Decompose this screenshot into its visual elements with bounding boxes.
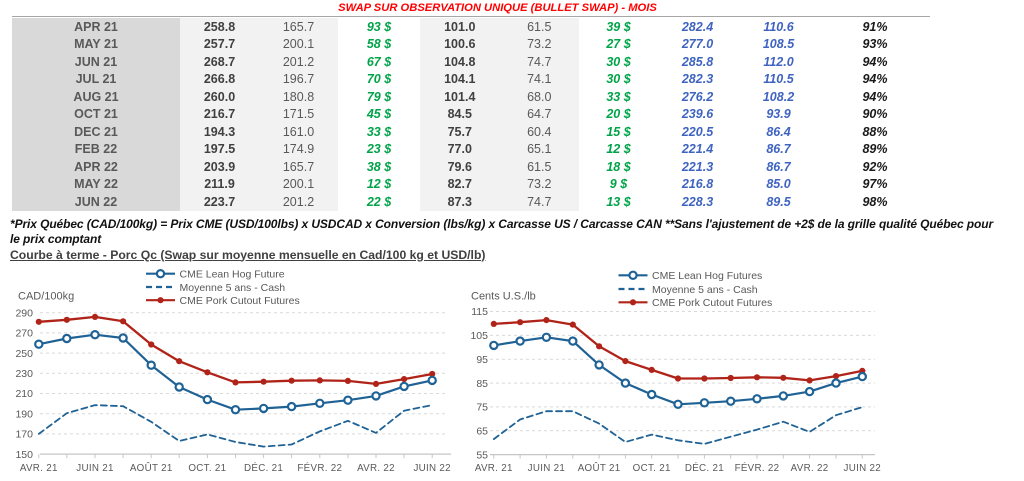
svg-text:CME Lean Hog Future: CME Lean Hog Future <box>180 269 285 281</box>
svg-text:75: 75 <box>476 402 488 414</box>
svg-text:270: 270 <box>15 328 33 340</box>
svg-text:DÉC. 21: DÉC. 21 <box>244 463 283 474</box>
svg-text:85: 85 <box>476 378 488 390</box>
svg-text:210: 210 <box>15 388 33 400</box>
svg-text:65: 65 <box>476 425 488 437</box>
svg-text:FÉVR. 22: FÉVR. 22 <box>297 463 342 474</box>
svg-text:JUIN 21: JUIN 21 <box>528 463 566 474</box>
svg-text:CME Pork Cutout Futures: CME Pork Cutout Futures <box>652 297 772 309</box>
svg-text:290: 290 <box>15 307 33 319</box>
svg-text:AOÛT 21: AOÛT 21 <box>130 463 173 474</box>
svg-text:250: 250 <box>15 348 33 360</box>
svg-text:55: 55 <box>476 449 488 461</box>
svg-text:150: 150 <box>15 449 33 461</box>
svg-text:Moyenne 5 ans - Cash: Moyenne 5 ans - Cash <box>180 282 286 294</box>
svg-text:170: 170 <box>15 429 33 441</box>
svg-text:CAD/100kg: CAD/100kg <box>18 291 74 303</box>
svg-text:FÉVR. 22: FÉVR. 22 <box>735 463 780 474</box>
svg-text:JUIN 22: JUIN 22 <box>844 463 882 474</box>
svg-text:CME Pork Cutout Futures: CME Pork Cutout Futures <box>180 295 300 307</box>
svg-text:230: 230 <box>15 368 33 380</box>
svg-text:Cents U.S./lb: Cents U.S./lb <box>471 291 536 303</box>
svg-text:AVR. 21: AVR. 21 <box>475 463 513 474</box>
svg-text:AVR. 22: AVR. 22 <box>357 463 395 474</box>
svg-text:OCT. 21: OCT. 21 <box>188 463 226 474</box>
svg-text:CME Lean Hog Futures: CME Lean Hog Futures <box>652 270 762 282</box>
svg-text:DÉC. 21: DÉC. 21 <box>685 463 724 474</box>
svg-text:190: 190 <box>15 408 33 420</box>
svg-text:OCT. 21: OCT. 21 <box>633 463 671 474</box>
svg-text:Moyenne 5 ans - Cash: Moyenne 5 ans - Cash <box>652 284 758 296</box>
svg-text:95: 95 <box>476 354 488 366</box>
svg-text:AOÛT 21: AOÛT 21 <box>578 463 621 474</box>
svg-text:AVR. 21: AVR. 21 <box>20 463 58 474</box>
svg-text:115: 115 <box>471 306 488 318</box>
svg-text:JUIN 21: JUIN 21 <box>76 463 114 474</box>
svg-text:JUIN 22: JUIN 22 <box>413 463 451 474</box>
svg-text:AVR. 22: AVR. 22 <box>791 463 829 474</box>
svg-text:105: 105 <box>470 330 488 342</box>
